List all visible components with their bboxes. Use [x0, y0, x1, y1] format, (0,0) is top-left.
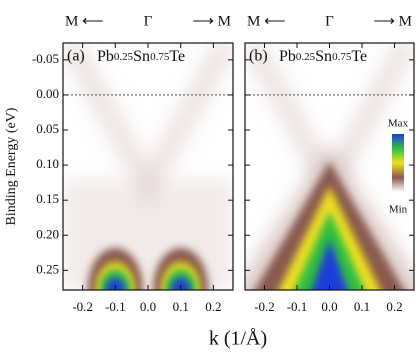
- sample-part: Sn: [133, 48, 150, 65]
- sample-name: Pb0.25Sn0.75Te: [279, 48, 367, 65]
- sample-part: 0.25: [296, 51, 316, 63]
- x-tick-label: -0.2: [72, 299, 93, 314]
- x-tick-label: 0.1: [173, 299, 189, 314]
- y-tick-label: 0.25: [36, 261, 59, 276]
- x-tick-label: 0.2: [205, 299, 221, 314]
- sample-part: 0.25: [114, 51, 134, 63]
- sample-part: Sn: [315, 48, 332, 65]
- x-tick-label: -0.1: [287, 299, 308, 314]
- direction-label: Γ: [144, 13, 153, 29]
- y-tick-label: 0.15: [36, 191, 59, 206]
- y-tick-label: 0.20: [36, 226, 59, 241]
- panel-label: (a): [67, 48, 85, 65]
- colorbar-max: Max: [388, 118, 409, 130]
- direction-label: ⟶ M: [192, 13, 231, 29]
- y-tick-label: 0.05: [36, 121, 59, 136]
- x-axis-label: k (1/Å): [209, 328, 267, 350]
- colorbar: [392, 134, 404, 192]
- x-tick-label: 0.2: [386, 299, 402, 314]
- band-bump: [105, 277, 126, 290]
- sample-part: 0.75: [332, 51, 352, 63]
- x-tick-label: 0.0: [321, 299, 337, 314]
- x-tick-label: -0.1: [105, 299, 126, 314]
- intensity-map: [245, 43, 414, 290]
- y-tick-label: 0.00: [36, 86, 59, 101]
- x-tick-label: 0.1: [354, 299, 370, 314]
- sample-name: Pb0.25Sn0.75Te: [97, 48, 185, 65]
- band-bump: [170, 277, 191, 290]
- intensity-map: [63, 43, 233, 290]
- sample-part: Pb: [279, 48, 296, 65]
- y-tick-label: -0.05: [32, 51, 59, 66]
- sample-part: 0.75: [150, 51, 170, 63]
- sample-part: Pb: [97, 48, 114, 65]
- panel-label: (b): [249, 48, 268, 65]
- direction-label: ⟶ M: [373, 13, 412, 29]
- y-axis-label: Binding Energy (eV): [4, 107, 19, 225]
- direction-label: M ⟵: [65, 13, 104, 29]
- sample-part: Te: [351, 48, 367, 65]
- band-blue: [311, 238, 348, 290]
- y-tick-label: 0.10: [36, 156, 59, 171]
- x-tick-label: -0.2: [254, 299, 275, 314]
- bottom-haze: [63, 179, 233, 290]
- sample-part: Te: [169, 48, 185, 65]
- direction-label: Γ: [325, 13, 334, 29]
- direction-label: M ⟵: [247, 13, 286, 29]
- x-tick-label: 0.0: [140, 299, 156, 314]
- colorbar-min: Min: [389, 204, 408, 216]
